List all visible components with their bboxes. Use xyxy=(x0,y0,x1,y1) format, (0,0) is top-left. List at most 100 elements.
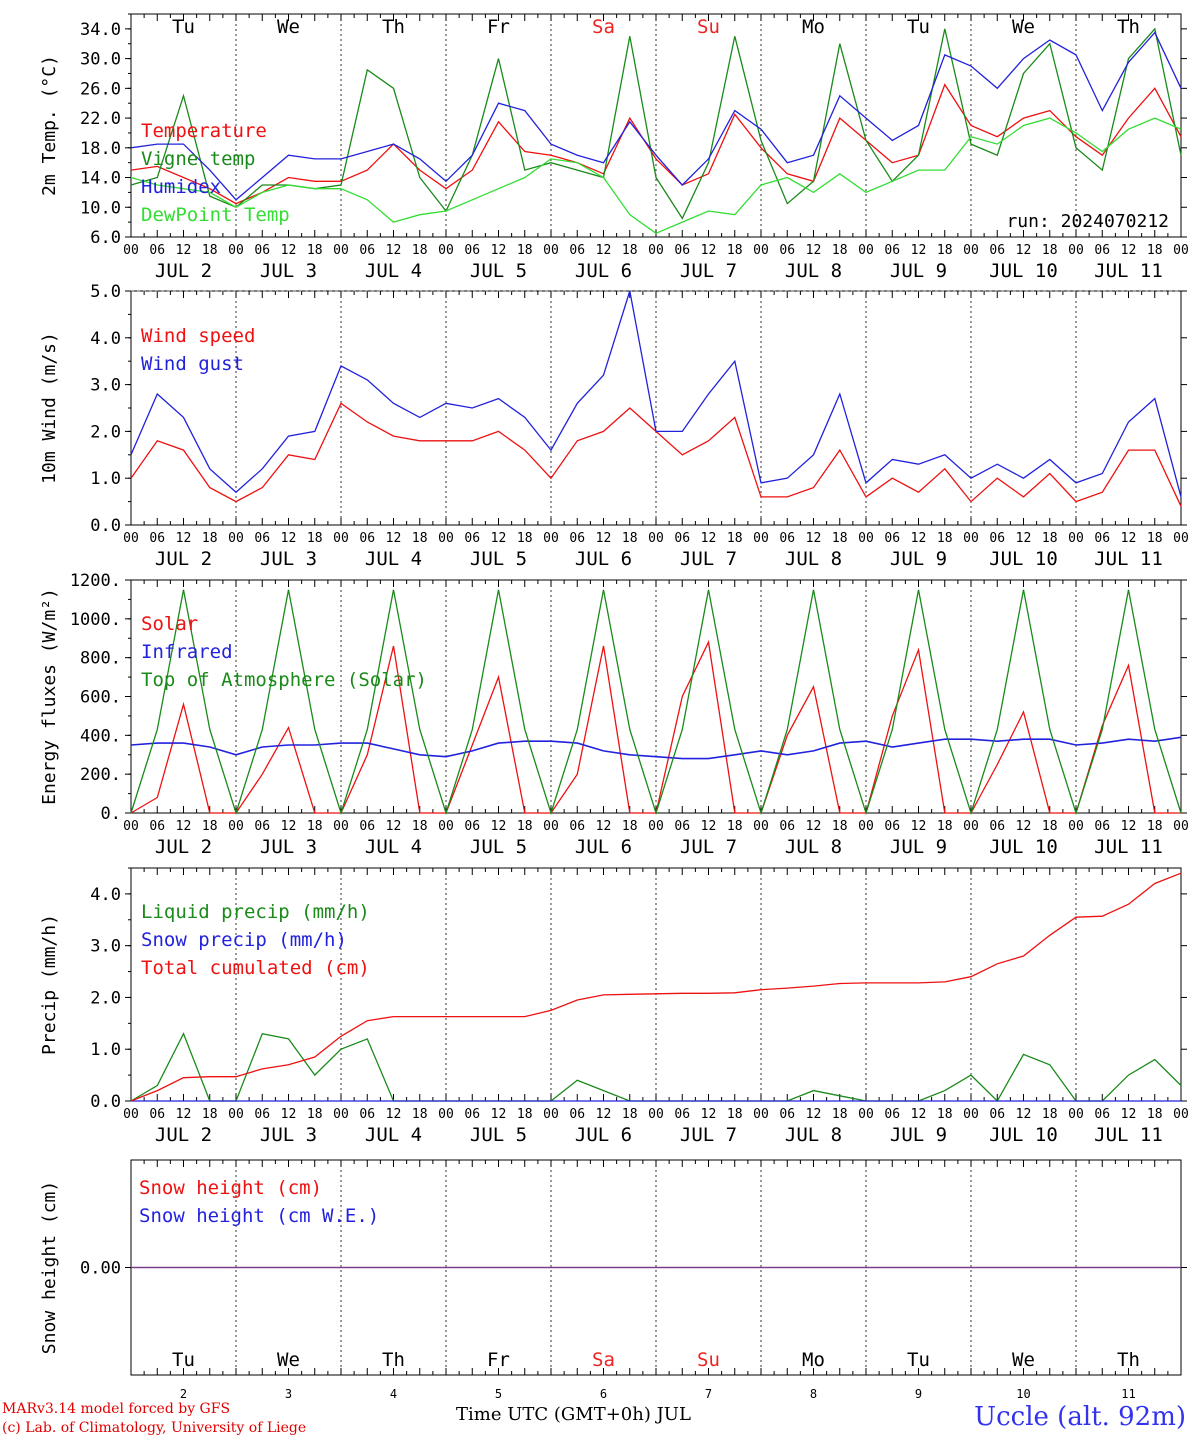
energy-hour-label: 06 xyxy=(989,819,1005,834)
snow-y-axis-title: Snow height (cm) xyxy=(39,1181,60,1354)
temp-hour-label: 06 xyxy=(359,243,375,258)
wind-hour-label: 18 xyxy=(1147,531,1163,546)
precip-hour-label: 12 xyxy=(386,1107,402,1122)
temp-hour-label: 00 xyxy=(753,243,769,258)
temp-y-axis-title: 2m Temp. (°C) xyxy=(39,55,60,196)
energy-series-solar xyxy=(130,639,1181,814)
energy-hour-label: 06 xyxy=(569,819,585,834)
wind-hour-label: 00 xyxy=(963,531,979,546)
wind-hour-label: 00 xyxy=(753,531,769,546)
temp-date-label: JUL 10 xyxy=(989,260,1058,282)
temp-hour-label: 12 xyxy=(386,243,402,258)
energy-date-label: JUL 10 xyxy=(989,836,1058,858)
temp-hour-label: 12 xyxy=(701,243,717,258)
energy-hour-label: 00 xyxy=(963,819,979,834)
precip-hour-label: 06 xyxy=(884,1107,900,1122)
wind-hour-label: 00 xyxy=(333,531,349,546)
wind-hour-label: 06 xyxy=(674,531,690,546)
precip-hour-label: 00 xyxy=(1173,1107,1189,1122)
energy-y-tick-label: 200. xyxy=(80,765,121,785)
precip-hour-label: 12 xyxy=(1016,1107,1032,1122)
temp-hour-label: 12 xyxy=(911,243,927,258)
temp-date-label: JUL 8 xyxy=(785,260,842,282)
energy-hour-label: 06 xyxy=(359,819,375,834)
temp-day-name: We xyxy=(277,16,300,38)
wind-hour-label: 18 xyxy=(832,531,848,546)
precip-y-tick-label: 4.0 xyxy=(90,885,121,905)
temp-day-name: Fr xyxy=(487,16,510,38)
wind-date-label: JUL 2 xyxy=(155,548,212,570)
wind-date-label: JUL 8 xyxy=(785,548,842,570)
precip-hour-label: 18 xyxy=(832,1107,848,1122)
temp-y-tick-label: 22.0 xyxy=(80,109,121,129)
precip-hour-label: 12 xyxy=(491,1107,507,1122)
wind-y-axis-title: 10m Wind (m/s) xyxy=(39,332,60,484)
energy-date-label: JUL 5 xyxy=(470,836,527,858)
energy-date-label: JUL 4 xyxy=(365,836,422,858)
precip-y-tick-label: 2.0 xyxy=(90,988,121,1008)
precip-hour-label: 12 xyxy=(911,1107,927,1122)
temp-hour-label: 06 xyxy=(254,243,270,258)
energy-hour-label: 12 xyxy=(1016,819,1032,834)
precip-hour-label: 00 xyxy=(753,1107,769,1122)
precip-series-total-cumulated-cm- xyxy=(130,872,1182,1102)
energy-y-tick-label: 1200. xyxy=(70,571,121,591)
snow-day-name: Tu xyxy=(172,1349,195,1371)
precip-date-label: JUL 9 xyxy=(890,1124,947,1146)
temp-legend-entry: Humidex xyxy=(141,176,221,198)
energy-date-label: JUL 11 xyxy=(1094,836,1163,858)
energy-hour-label: 00 xyxy=(543,819,559,834)
precip-hour-label: 18 xyxy=(202,1107,218,1122)
precip-date-label: JUL 11 xyxy=(1094,1124,1163,1146)
temp-hour-label: 12 xyxy=(491,243,507,258)
energy-hour-label: 00 xyxy=(858,819,874,834)
temp-date-label: JUL 4 xyxy=(365,260,422,282)
temp-hour-label: 18 xyxy=(937,243,953,258)
energy-hour-label: 06 xyxy=(779,819,795,834)
snow-day-number: 10 xyxy=(1016,1387,1030,1401)
precip-y-axis-title: Precip (mm/h) xyxy=(39,914,60,1055)
energy-hour-label: 06 xyxy=(884,819,900,834)
wind-hour-label: 18 xyxy=(1042,531,1058,546)
precip-hour-label: 06 xyxy=(149,1107,165,1122)
energy-y-tick-label: 1000. xyxy=(70,610,121,630)
energy-hour-label: 06 xyxy=(464,819,480,834)
temp-hour-label: 00 xyxy=(333,243,349,258)
precip-hour-label: 18 xyxy=(517,1107,533,1122)
wind-hour-label: 12 xyxy=(1121,531,1137,546)
temp-hour-label: 18 xyxy=(832,243,848,258)
energy-series-top-of-atmosphere-solar- xyxy=(130,589,1182,816)
precip-date-label: JUL 8 xyxy=(785,1124,842,1146)
energy-date-label: JUL 7 xyxy=(680,836,737,858)
temp-y-tick-label: 30.0 xyxy=(80,50,121,70)
energy-hour-label: 06 xyxy=(254,819,270,834)
energy-hour-label: 12 xyxy=(1121,819,1137,834)
energy-y-tick-label: 0. xyxy=(101,804,121,824)
wind-hour-label: 00 xyxy=(228,531,244,546)
precip-date-label: JUL 2 xyxy=(155,1124,212,1146)
wind-hour-label: 00 xyxy=(543,531,559,546)
temp-hour-label: 12 xyxy=(281,243,297,258)
snow-day-number: 4 xyxy=(390,1387,397,1401)
temp-day-name: Su xyxy=(697,16,720,38)
temp-legend-entry: DewPoint Temp xyxy=(141,204,290,226)
wind-hour-label: 18 xyxy=(622,531,638,546)
energy-hour-label: 00 xyxy=(123,819,139,834)
temp-date-label: JUL 9 xyxy=(890,260,947,282)
precip-hour-label: 18 xyxy=(1147,1107,1163,1122)
snow-day-number: 7 xyxy=(705,1387,712,1401)
energy-hour-label: 12 xyxy=(491,819,507,834)
snow-day-name: Mo xyxy=(802,1349,825,1371)
energy-hour-label: 18 xyxy=(832,819,848,834)
energy-hour-label: 00 xyxy=(1173,819,1189,834)
wind-date-label: JUL 7 xyxy=(680,548,737,570)
temp-hour-label: 18 xyxy=(307,243,323,258)
wind-hour-label: 06 xyxy=(254,531,270,546)
wind-hour-label: 18 xyxy=(727,531,743,546)
temp-hour-label: 00 xyxy=(648,243,664,258)
wind-hour-label: 06 xyxy=(1094,531,1110,546)
wind-series-wind-gust xyxy=(130,290,1182,498)
wind-legend-entry: Wind speed xyxy=(141,325,255,347)
precip-hour-label: 06 xyxy=(569,1107,585,1122)
precip-hour-label: 12 xyxy=(596,1107,612,1122)
